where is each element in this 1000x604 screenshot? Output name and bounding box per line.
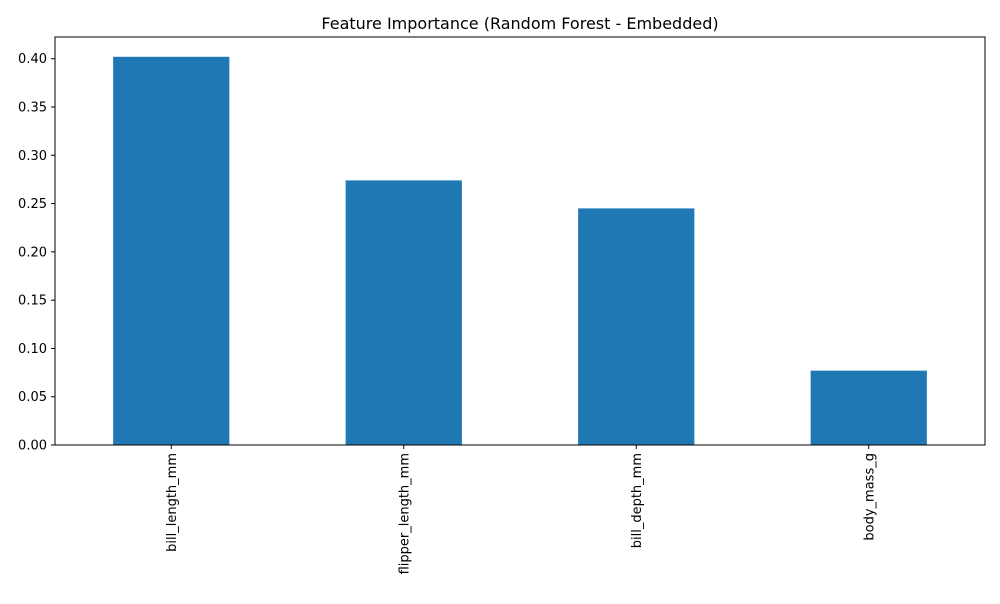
y-tick-label: 0.20 <box>18 245 47 260</box>
x-axis: bill_length_mm flipper_length_mm bill_dept… <box>165 445 877 574</box>
bar-bill_depth_mm <box>578 208 695 445</box>
plot-frame <box>54 36 986 446</box>
x-tick-label-bill_length_mm: bill_length_mm <box>165 453 180 552</box>
y-tick-label: 0.15 <box>18 294 47 309</box>
bar-body_mass_g <box>810 370 927 445</box>
y-tick-label: 0.35 <box>18 101 47 116</box>
x-tick-label-body_mass_g: body_mass_g <box>862 453 877 541</box>
chart-title: Feature Importance (Random Forest - Embe… <box>321 14 718 33</box>
x-tick-label-bill_depth_mm: bill_depth_mm <box>630 453 645 548</box>
y-axis: 0.00 0.05 0.10 0.15 0.20 0.25 0.30 0.35 0.40 <box>18 52 55 454</box>
y-tick-label: 0.25 <box>18 197 47 212</box>
x-tick-label-flipper_length_mm: flipper_length_mm <box>397 453 412 574</box>
y-tick-label: 0.05 <box>18 390 47 405</box>
bar-flipper_length_mm <box>345 180 462 445</box>
y-tick-label: 0.10 <box>18 342 47 357</box>
y-tick-label: 0.30 <box>18 149 47 164</box>
y-tick-label: 0.40 <box>18 52 47 67</box>
bars-layer <box>113 56 927 446</box>
bar-bill_length_mm <box>113 56 230 446</box>
y-tick-label: 0.00 <box>18 439 47 454</box>
